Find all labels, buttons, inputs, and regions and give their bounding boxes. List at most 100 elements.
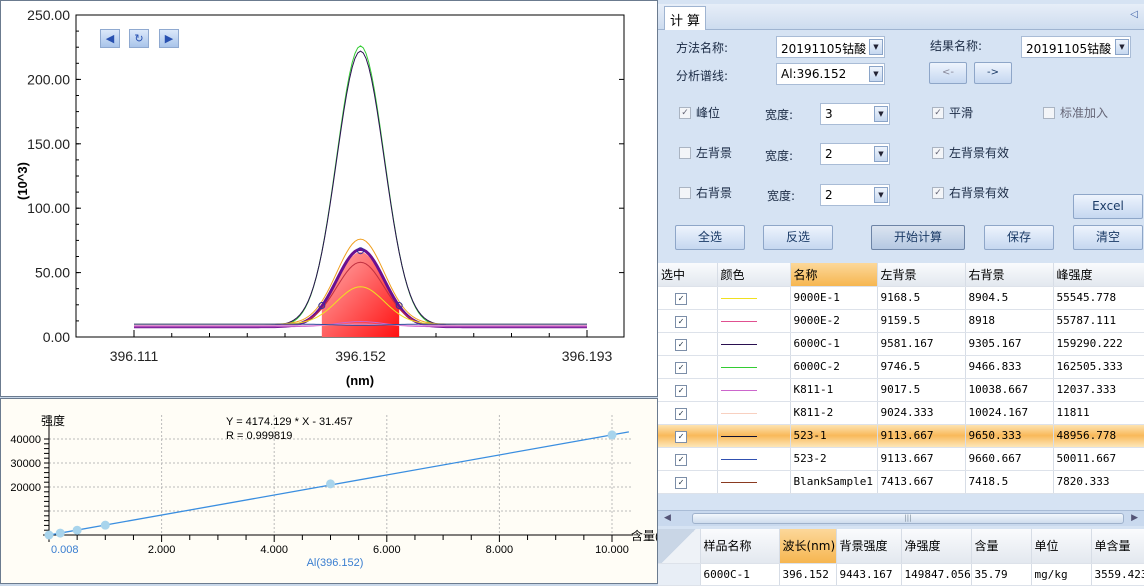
right-valid-label: 右背景有效 [949,186,1010,200]
col-selected[interactable]: 选中 [658,263,718,287]
clear-button[interactable]: 清空 [1073,225,1143,250]
table-row[interactable]: ✓ BlankSample1 7413.667 7418.5 7820.333 [658,470,1144,494]
peak-marker [395,302,403,310]
row-checkbox[interactable]: ✓ [675,476,687,489]
y-axis-label: 强度 [41,413,65,428]
right-width-select[interactable]: 2 ▼ [820,184,890,206]
col-peak[interactable]: 峰强度 [1053,263,1144,287]
peak-width-select[interactable]: 3 ▼ [820,103,890,125]
left-bg-checkbox[interactable] [679,147,691,159]
save-button[interactable]: 保存 [984,225,1054,250]
col-color[interactable]: 颜色 [717,263,791,287]
horizontal-scrollbar[interactable]: ◀ ||| ▶ [658,510,1144,526]
plot-bg [1,399,657,583]
x-tick-label: 8.000 [486,544,514,556]
scroll-left-icon[interactable]: ◀ [664,513,671,523]
peak-marker [318,302,326,310]
row-checkbox-cell[interactable]: ✓ [658,309,718,333]
row-checkbox-cell[interactable]: ✓ [658,286,718,310]
peak-checkbox[interactable]: ✓ [679,107,691,119]
row-checkbox[interactable]: ✓ [675,315,687,328]
col-right-bg[interactable]: 右背景 [965,263,1054,287]
scroll-thumb[interactable]: ||| [692,513,1124,524]
left-valid-checkbox[interactable]: ✓ [932,147,944,159]
col-wavelength[interactable]: 波长(nm) [779,529,837,564]
row-checkbox-cell[interactable]: ✓ [658,424,718,448]
table-row[interactable]: ✓ 523-2 9113.667 9660.667 50011.667 [658,447,1144,471]
col-net-intensity[interactable]: 净强度 [901,529,972,564]
table-row[interactable]: ✓ 523-1 9113.667 9650.333 48956.778 [658,424,1144,448]
color-cell [717,447,791,471]
arrow-right-icon[interactable]: ▶ [159,29,179,48]
col-bg-intensity[interactable]: 背景强度 [836,529,902,564]
row-checkbox[interactable]: ✓ [675,407,687,420]
spectrum-chart: 250.00 200.00 150.00 100.00 50.00 0.00 396.111… [15,7,625,388]
scroll-right-icon[interactable]: ▶ [1131,513,1138,523]
result-value: 20191105钴酸 [1026,42,1112,56]
prev-button[interactable]: <- [929,62,967,84]
row-checkbox[interactable]: ✓ [675,453,687,466]
col-single-content[interactable]: 单含量 [1091,529,1144,564]
row-checkbox[interactable]: ✓ [675,384,687,397]
refresh-icon[interactable]: ↻ [129,29,149,48]
result-select[interactable]: 20191105钴酸 ▼ [1021,36,1131,58]
cell: 9113.667 [877,424,966,448]
next-button[interactable]: -> [974,62,1012,84]
chevron-down-icon: ▼ [869,66,883,82]
spectrum-line [134,323,587,326]
chevron-down-icon: ▼ [874,187,888,203]
table-row[interactable]: ✓ 9000E-1 9168.5 8904.5 55545.778 [658,286,1144,310]
arrow-left-icon[interactable]: ◀ [100,29,120,48]
right-bg-label: 右背景 [696,186,733,200]
tab-calc[interactable]: 计算 [664,6,706,30]
start-calc-button[interactable]: 开始计算 [871,225,965,250]
cell: 48956.778 [1053,424,1144,448]
table-row[interactable]: ✓ K811-2 9024.333 10024.167 11811 [658,401,1144,425]
col-name[interactable]: 名称 [790,263,878,287]
row-checkbox[interactable]: ✓ [675,338,687,351]
result-row[interactable]: 6000C-1 396.152 9443.167 149847.056 35.7… [658,563,1144,586]
cell: 12037.333 [1053,378,1144,402]
row-checkbox-cell[interactable]: ✓ [658,447,718,471]
y-tick-label: 50.00 [35,265,70,281]
left-bg-label: 左背景 [696,146,733,160]
col-sample-name[interactable]: 样品名称 [700,529,780,564]
excel-button[interactable]: Excel [1073,194,1143,219]
smooth-checkbox[interactable]: ✓ [932,107,944,119]
row-checkbox-cell[interactable]: ✓ [658,332,718,356]
row-checkbox[interactable]: ✓ [675,361,687,374]
cell: 8918 [965,309,1054,333]
chevron-down-icon: ▼ [869,39,883,55]
table-row[interactable]: ✓ K811-1 9017.5 10038.667 12037.333 [658,378,1144,402]
col-left-bg[interactable]: 左背景 [877,263,966,287]
peak-width-value: 3 [825,107,833,121]
table-row[interactable]: ✓ 9000E-2 9159.5 8918 55787.111 [658,309,1144,333]
x-tick-label: 396.193 [562,348,613,364]
left-width-select[interactable]: 2 ▼ [820,143,890,165]
y-tick-label: 250.00 [27,7,70,23]
row-checkbox-cell[interactable]: ✓ [658,401,718,425]
row-checkbox-cell[interactable]: ✓ [658,470,718,494]
table-row[interactable]: ✓ 6000C-2 9746.5 9466.833 162505.333 [658,355,1144,379]
std-add-checkbox[interactable] [1043,107,1055,119]
row-checkbox[interactable]: ✓ [675,430,687,443]
line-label: 分析谱线: [676,69,729,83]
right-bg-checkbox[interactable] [679,187,691,199]
select-all-button[interactable]: 全选 [675,225,745,250]
color-swatch [720,343,757,345]
row-checkbox[interactable]: ✓ [675,292,687,305]
line-select[interactable]: Al:396.152 ▼ [776,63,885,85]
row-checkbox-cell[interactable]: ✓ [658,378,718,402]
right-valid-checkbox[interactable]: ✓ [932,187,944,199]
corner-cell[interactable] [658,529,701,564]
method-select[interactable]: 20191105钴酸 ▼ [776,36,885,58]
row-checkbox-cell[interactable]: ✓ [658,355,718,379]
invert-button[interactable]: 反选 [763,225,833,250]
collapse-icon[interactable]: ◁ [1130,9,1138,20]
table-row[interactable]: ✓ 6000C-1 9581.167 9305.167 159290.222 [658,332,1144,356]
data-point [100,520,110,530]
col-unit[interactable]: 单位 [1031,529,1092,564]
cell: 35.79 [971,563,1032,586]
col-content[interactable]: 含量 [971,529,1032,564]
cell: 11811 [1053,401,1144,425]
